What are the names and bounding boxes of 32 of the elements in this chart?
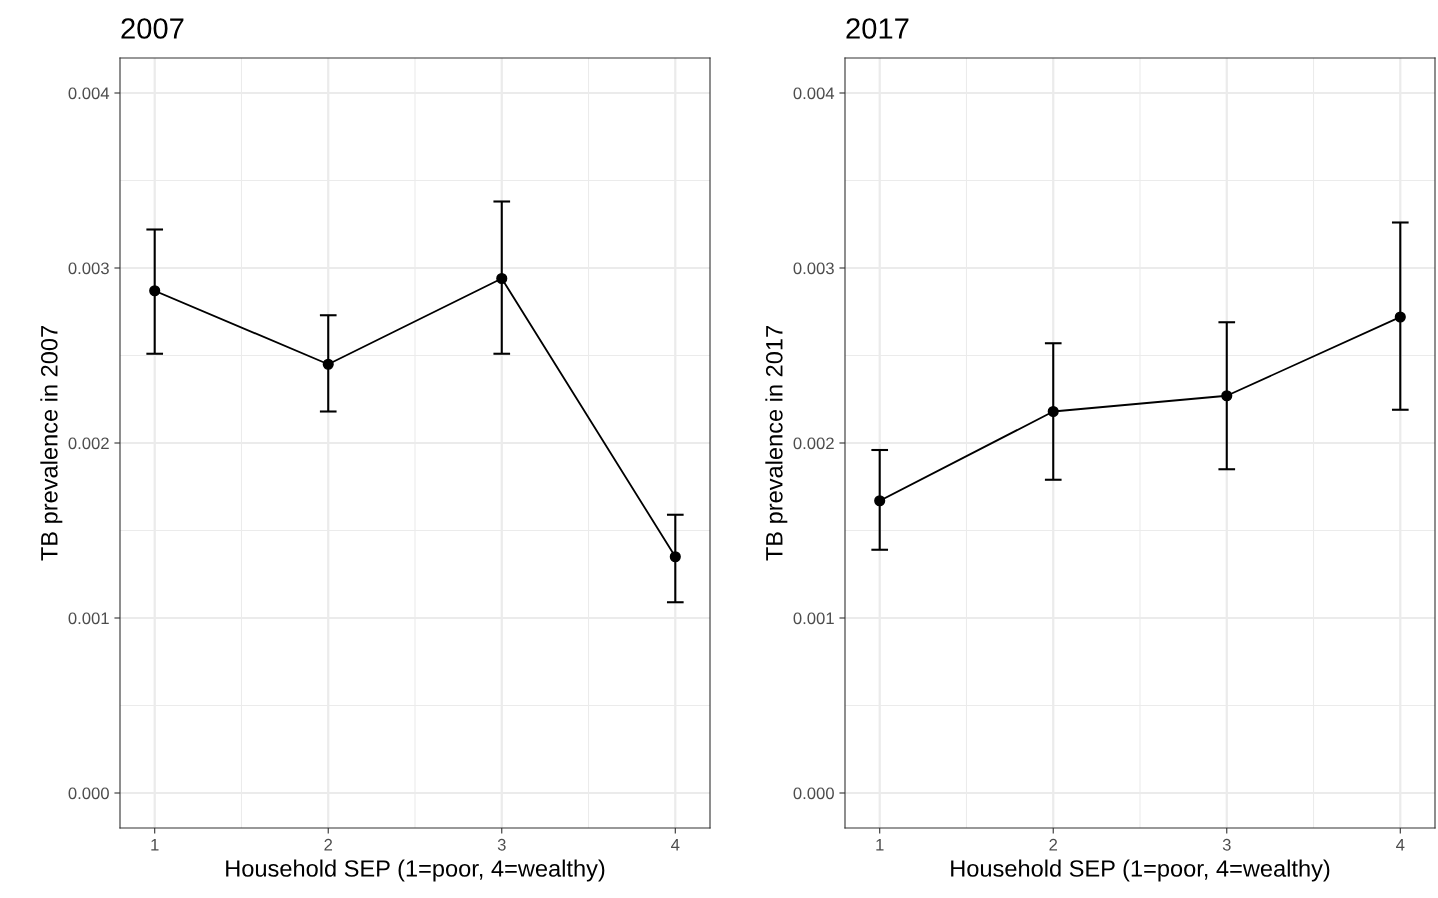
x-tick-label: 3 <box>497 838 506 851</box>
chart-title: 2017 <box>846 18 909 39</box>
x-tick-label: 2 <box>324 838 333 851</box>
y-tick-label: 0.000 <box>68 787 109 800</box>
y-tick-label: 0.004 <box>68 87 110 100</box>
x-tick-label: 4 <box>1396 839 1405 851</box>
y-axis-title: TB prevalence in 2017 <box>765 326 788 561</box>
chart-title: 2007 <box>121 18 184 39</box>
y-axis-title: TB prevalence in 2007 <box>40 326 63 561</box>
x-tick-label: 2 <box>1049 838 1058 851</box>
point <box>149 285 161 297</box>
y-tick-label: 0.004 <box>793 87 835 100</box>
x-tick-label: 1 <box>876 839 884 851</box>
y-tick-label: 0.002 <box>68 437 109 450</box>
point <box>1047 405 1059 418</box>
y-tick-label: 0.001 <box>68 612 109 625</box>
point <box>1394 311 1406 323</box>
y-tick-label: 0.001 <box>793 612 834 625</box>
point <box>874 495 886 507</box>
x-tick-label: 4 <box>671 839 680 851</box>
point <box>496 272 508 285</box>
point <box>322 358 334 370</box>
x-axis-title: Household SEP (1=poor, 4=wealthy) <box>951 859 1330 882</box>
y-tick-label: 0.002 <box>793 437 834 450</box>
x-tick-label: 3 <box>1222 838 1231 851</box>
x-tick-label: 1 <box>151 839 159 851</box>
point <box>669 551 681 563</box>
x-axis-title: Household SEP (1=poor, 4=wealthy) <box>226 859 605 882</box>
y-tick-label: 0.003 <box>68 262 109 275</box>
y-tick-label: 0.003 <box>793 262 834 275</box>
point <box>1221 390 1233 402</box>
y-tick-label: 0.000 <box>793 787 834 800</box>
